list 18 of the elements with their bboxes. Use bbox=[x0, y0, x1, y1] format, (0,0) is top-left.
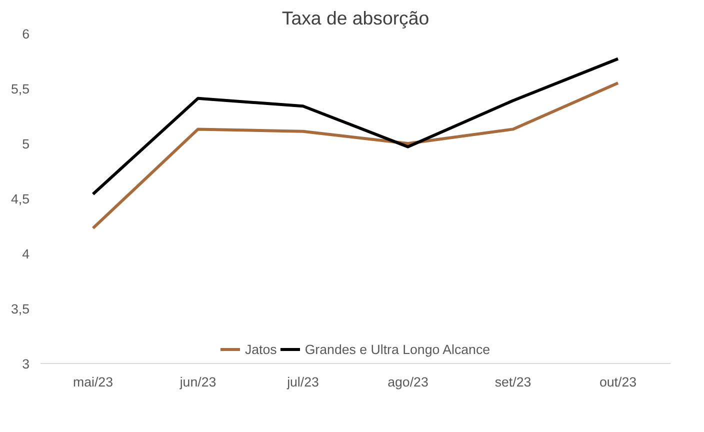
y-tick-label: 5,5 bbox=[10, 82, 30, 96]
line-series bbox=[92, 82, 620, 230]
x-tick-label: jun/23 bbox=[178, 374, 216, 390]
y-tick-label: 3,5 bbox=[10, 302, 30, 316]
y-tick-label: 6 bbox=[22, 26, 30, 42]
y-tick-label: 4,5 bbox=[10, 192, 30, 206]
y-tick-label: 4 bbox=[22, 246, 30, 262]
x-tick-label: set/23 bbox=[494, 374, 532, 390]
y-tick-label: 3 bbox=[22, 356, 30, 372]
x-tick-label: ago/23 bbox=[388, 374, 428, 390]
x-tick-label: out/23 bbox=[599, 374, 637, 390]
y-tick-label: 5 bbox=[22, 136, 30, 152]
chart-title: Taxa de absorção bbox=[282, 8, 430, 28]
x-tick-label: mai/23 bbox=[73, 374, 114, 390]
legend-label: Grandes e Ultra Longo Alcance bbox=[304, 342, 490, 356]
legend-label: Jatos bbox=[244, 342, 277, 356]
line-series bbox=[92, 57, 620, 196]
x-tick-label: jul/23 bbox=[286, 374, 319, 390]
